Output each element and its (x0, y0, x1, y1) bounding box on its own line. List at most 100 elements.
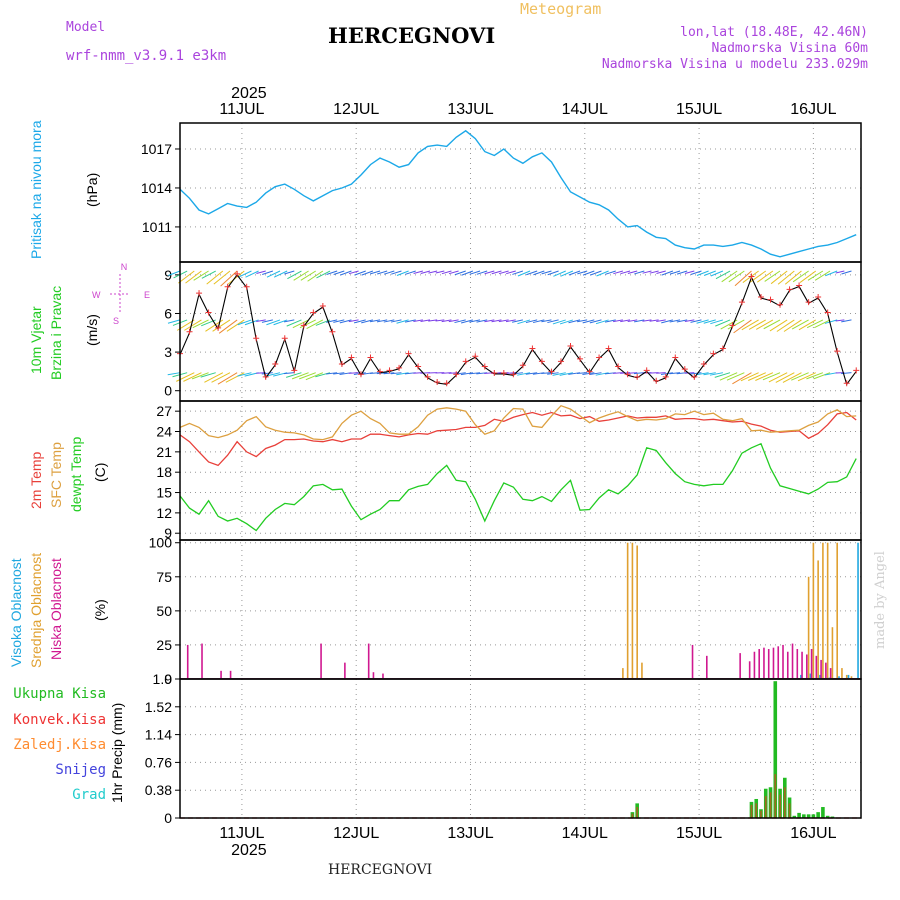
wind-barb (748, 372, 766, 381)
wind-barb (476, 319, 488, 323)
wind-gust-marker (272, 360, 279, 367)
y-tick-label: 1011 (142, 219, 172, 235)
wind-barb (605, 270, 616, 275)
wind-barb (661, 319, 674, 324)
wind-barb (225, 372, 245, 383)
wind-barb (710, 319, 724, 325)
wind-barb (577, 319, 588, 323)
wind-barb (505, 319, 516, 323)
wind-gust-marker (348, 354, 355, 361)
top-year-label: 2025 (231, 85, 267, 102)
y-tick-label: 0 (164, 671, 172, 687)
wind-gust-marker (453, 371, 460, 378)
wind-gust-marker (377, 368, 384, 375)
wind-barb (755, 319, 774, 330)
wind-barb (541, 270, 552, 275)
bottom-day-label: 13JUL (447, 825, 493, 842)
wind-barb (703, 372, 716, 376)
wind-barb (841, 372, 852, 375)
wind-barb (261, 319, 273, 323)
wind-barb (353, 319, 366, 324)
wind-gust-marker (853, 367, 860, 374)
wind-barb (396, 319, 409, 324)
wind-barb (333, 319, 345, 323)
wind-barb (168, 270, 181, 276)
wind-gust-marker (624, 371, 631, 378)
wind-gust-marker (596, 354, 603, 361)
wind-barb (292, 319, 309, 329)
wind-barb (469, 270, 481, 275)
wind-barb (454, 319, 466, 324)
total-precip-bar (821, 807, 825, 818)
wind-barb (286, 372, 302, 378)
wind-barb (684, 372, 695, 374)
wind-barb (733, 319, 752, 334)
wind-barb (435, 319, 445, 322)
wind-barb (361, 319, 373, 324)
wind-barb (547, 372, 559, 375)
station-title: HERCEGNOVI (328, 23, 496, 48)
wind-barb (484, 319, 495, 323)
conv-precip-bar (760, 810, 762, 818)
wind-barb (612, 372, 623, 374)
wind-barb (777, 270, 795, 285)
wind-gust-marker (300, 322, 307, 329)
wind-barb (661, 270, 674, 276)
wind-barb (511, 319, 523, 323)
y-tick-label: 1.52 (145, 699, 172, 715)
y-tick-label: 1.14 (145, 727, 172, 743)
y-tick-label: 25 (156, 637, 172, 653)
wind-barb (728, 270, 745, 283)
y-tick-label: 50 (156, 603, 172, 619)
wind-barb (596, 270, 609, 277)
wind-barb (291, 372, 309, 380)
temp2m-line (179, 411, 857, 467)
wind-barb (167, 372, 181, 376)
wind-gust-marker (700, 360, 707, 367)
wind-barb (517, 319, 531, 325)
wind-barb (727, 319, 745, 330)
wind-gust-marker (357, 371, 364, 378)
wind-barb (506, 270, 516, 275)
total-precip-bar (797, 812, 801, 818)
wind-gust-marker (291, 367, 298, 374)
wind-gust-marker (548, 368, 555, 375)
wind-barb (627, 270, 638, 274)
top-day-label: 12JUL (333, 101, 379, 118)
wind-barb (284, 270, 295, 275)
wind-barb (273, 319, 288, 326)
wind-barb (404, 319, 416, 323)
compass-west: W (92, 290, 101, 300)
wind-barb (703, 270, 716, 276)
wind-barb (627, 319, 638, 322)
wind-barb (696, 319, 709, 324)
bottom-year-label: 2025 (231, 842, 267, 859)
total-precip-bar (792, 815, 797, 818)
model-altitude-label: Nadmorska Visina u modelu 233.029m (601, 57, 868, 72)
wind-gust-marker (281, 335, 288, 342)
lonlat-label: lon,lat (18.48E, 42.46N) (680, 25, 868, 40)
wind-barb (299, 372, 316, 380)
wind-barb (305, 372, 324, 381)
wind-barb (696, 270, 709, 276)
top-day-label: 11JUL (219, 101, 264, 118)
y-tick-label: 27 (156, 403, 172, 419)
wind-barb (770, 270, 788, 285)
wind-gust-marker (691, 373, 698, 380)
bottom-day-label: 16JUL (790, 825, 836, 842)
wind-barb (348, 270, 359, 275)
wind-barb (824, 372, 838, 376)
wind-barb (776, 319, 795, 332)
wind-gust-marker (605, 345, 612, 352)
wind-barb (212, 319, 231, 332)
wind-barb (709, 372, 723, 376)
wind-barb (669, 372, 681, 375)
wind-barb (547, 319, 559, 324)
wind-gust-marker (329, 328, 336, 335)
wind-barb (420, 319, 431, 322)
y-tick-label: 0.76 (145, 754, 172, 770)
wind-barb (824, 319, 838, 324)
wind-barb (595, 319, 609, 325)
wind-barb (383, 372, 395, 375)
wind-barb (552, 319, 566, 325)
